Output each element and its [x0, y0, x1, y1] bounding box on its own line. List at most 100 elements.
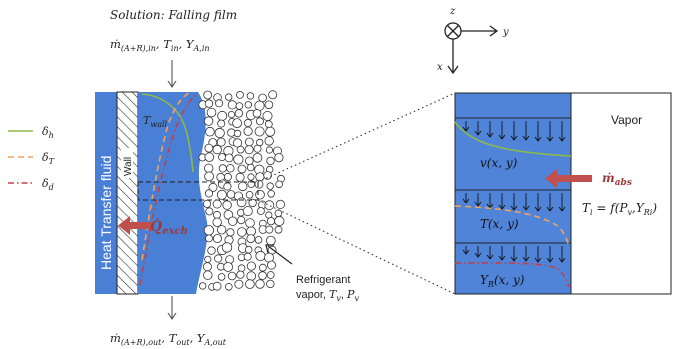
vapor-bubble: [254, 100, 265, 111]
vapor-bubble: [198, 282, 207, 290]
wall: [116, 91, 139, 295]
vapor-bubble: [247, 173, 255, 181]
vapor-bubble: [226, 228, 235, 237]
velocity-arrow-head: [498, 134, 506, 140]
velocity-arrow-head: [510, 135, 518, 141]
vapor-bubble: [203, 225, 215, 236]
yr-label: YR(x, y): [480, 273, 525, 289]
vapor-bubble: [204, 171, 215, 182]
zoom-curve-temperature: [454, 205, 570, 247]
vapor-bubble: [258, 271, 267, 280]
x-axis-label: x: [437, 62, 443, 73]
vapor-bubble: [205, 126, 215, 137]
vapor-bubble: [266, 182, 274, 190]
vapor-bubble: [204, 189, 214, 198]
vapor-bubble: [217, 273, 226, 281]
vapor-bubble: [252, 153, 263, 163]
legend: δh δT δd: [8, 125, 55, 192]
vapor-bubble: [221, 242, 233, 253]
vapor-bubble: [223, 262, 234, 272]
vapor-bubble: [266, 271, 275, 279]
vapor-bubble: [248, 198, 257, 208]
inlet-label: ṁ(A+R),in, Tin, YA,in: [110, 37, 210, 53]
vapor-bubble: [212, 281, 222, 291]
velocity-arrow-head: [474, 252, 482, 258]
vapor-bubble: [244, 245, 253, 254]
vapor-bubble: [223, 182, 232, 191]
vapor-bubble: [216, 137, 226, 147]
vapor-bubble: [227, 111, 236, 119]
vapor-bubble: [217, 110, 228, 121]
vapor-bubble: [265, 146, 273, 154]
vapor-bubble: [264, 120, 273, 129]
vapor-bubble: [255, 189, 265, 200]
t-label: T(x, y): [480, 217, 519, 231]
vapor-bubble: [235, 102, 244, 110]
title-falling-film: Solution: Falling film: [110, 8, 237, 22]
outlet-label: ṁ(A+R),out, Tout, YA,out: [110, 331, 227, 347]
velocity-arrow-head: [522, 135, 530, 141]
vapor-bubble: [216, 189, 227, 200]
vapor-bubble: [252, 109, 262, 118]
vapor-bubble: [226, 190, 236, 199]
vapor-bubble: [245, 218, 255, 228]
vapor-label: Vapor: [611, 113, 642, 127]
ti-label: Ti = f(Pv,YRi): [582, 201, 657, 217]
vapor-bubble: [254, 236, 263, 244]
vapor-bubble: [255, 279, 265, 289]
vapor-bubble: [265, 225, 274, 234]
wall-label: Wall: [123, 157, 134, 176]
q-exchange-arrow: [118, 216, 154, 235]
vapor-bubble: [253, 144, 262, 153]
velocity-arrow-head: [522, 256, 530, 262]
heat-transfer-fluid: [95, 92, 117, 294]
vapor-bubble: [244, 145, 254, 155]
velocity-arrow-head: [486, 132, 494, 138]
vapor-bubble: [244, 101, 252, 109]
refrigerant-label-2: vapor, Tv, Pv: [296, 288, 359, 303]
velocity-arrow-head: [546, 257, 554, 263]
vapor-bubble: [234, 109, 244, 118]
velocity-arrow-head: [510, 205, 518, 211]
vapor-bubble: [237, 227, 247, 237]
vapor-bubble: [215, 99, 224, 108]
vapor-bubble: [245, 279, 255, 289]
vapor-bubble: [254, 126, 265, 137]
vapor-bubble: [202, 199, 212, 208]
vapor-bubble: [203, 163, 214, 174]
vapor-bubble: [274, 225, 283, 234]
vapor-bubble: [243, 119, 252, 128]
vapor-bubble: [246, 261, 256, 271]
vapor-bubble: [226, 164, 235, 173]
vapor-bubble: [255, 250, 266, 262]
zoom-line-top: [257, 92, 456, 183]
vapor-bubble: [204, 143, 214, 153]
vapor-bubble: [245, 191, 254, 199]
vapor-bubble: [208, 182, 218, 192]
vapor-bubble: [264, 200, 275, 211]
vapor-bubble: [212, 234, 222, 244]
velocity-arrow-head: [534, 206, 542, 212]
velocity-arrows: [462, 121, 566, 263]
zoom-curve-velocity: [454, 121, 572, 157]
vapor-bubble: [205, 207, 214, 216]
vapor-bubble: [212, 144, 222, 155]
vapor-bubble: [246, 163, 255, 172]
vapor-bubble: [265, 126, 276, 137]
velocity-arrow-head: [534, 136, 542, 142]
velocity-arrow-head: [522, 205, 530, 211]
vapor-bubble: [234, 279, 244, 289]
vapor-bubble: [237, 264, 246, 273]
vapor-bubble: [266, 279, 275, 289]
zoom-vapor-region: [570, 92, 672, 295]
velocity-arrow-head: [546, 206, 554, 212]
vapor-bubble: [274, 153, 284, 163]
velocity-arrow-head: [498, 255, 506, 261]
vapor-bubble: [262, 111, 273, 122]
velocity-arrow-head: [534, 257, 542, 263]
velocity-arrow-head: [462, 126, 470, 132]
vapor-bubble: [274, 209, 283, 218]
vapor-bubble: [212, 210, 221, 219]
vapor-bubble: [223, 172, 232, 181]
vapor-bubble: [218, 153, 227, 162]
